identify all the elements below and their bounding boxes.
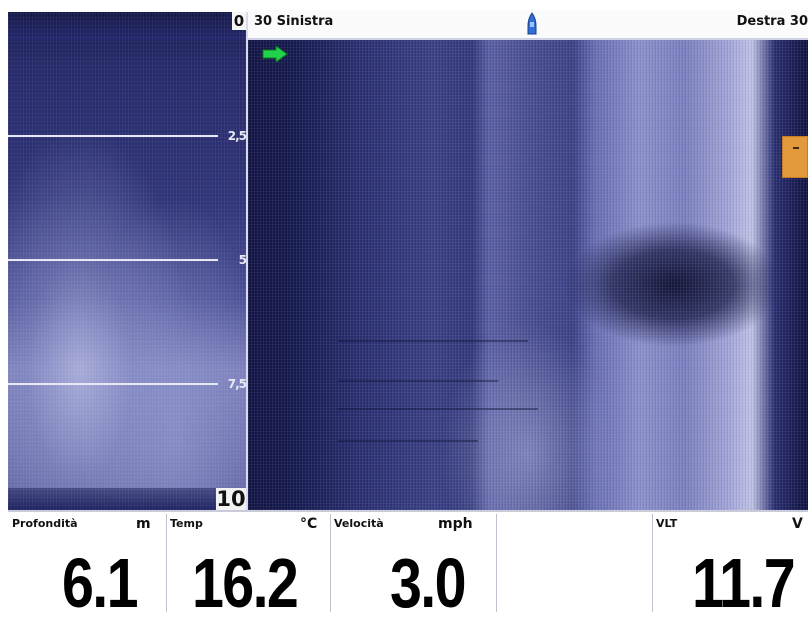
temperature-unit: °C (300, 516, 318, 532)
bottom-band (8, 488, 246, 510)
depth-line-2 (8, 259, 218, 261)
side-imaging-panel (248, 40, 808, 510)
sonar-streak (338, 440, 478, 442)
speed-readout[interactable]: Velocità mph 3.0 (330, 514, 497, 618)
down-imaging-panel: 0 2,5 5 7,5 10 (8, 12, 246, 510)
depth-line-1 (8, 135, 218, 137)
digital-readouts-bar: Profondità m 6.1 Temp °C 16.2 Velocità m… (8, 510, 808, 618)
right-range-label: Destra 30 (736, 14, 808, 29)
depth-tick-2: 5 (238, 253, 246, 267)
side-imaging-header: 30 Sinistra Destra 30 (248, 10, 808, 40)
temperature-readout[interactable]: Temp °C 16.2 (166, 514, 331, 618)
depth-scale-bottom: 10 (216, 487, 246, 510)
empty-readout (496, 514, 653, 612)
depth-scale-top: 0 (232, 12, 246, 30)
sonar-streak (338, 408, 538, 410)
voltage-value: 11.7 (692, 544, 796, 622)
depth-tick-3: 7,5 (227, 377, 246, 391)
speed-title: Velocità (334, 517, 384, 530)
voltage-readout[interactable]: VLT V 11.7 (652, 514, 808, 618)
sonar-streak (338, 340, 528, 342)
sonar-streak (338, 380, 498, 382)
speed-unit: mph (438, 516, 473, 532)
panel-divider (246, 12, 248, 510)
left-range-label: 30 Sinistra (254, 14, 334, 29)
depth-readout[interactable]: Profondità m 6.1 (8, 514, 167, 618)
depth-tick-1: 2,5 (227, 129, 246, 143)
waypoint-marker-icon[interactable] (782, 136, 808, 178)
voltage-title: VLT (656, 517, 678, 530)
speed-value: 3.0 (390, 544, 467, 622)
depth-line-3 (8, 383, 218, 385)
depth-value: 6.1 (62, 544, 139, 622)
temperature-title: Temp (170, 517, 203, 530)
depth-title: Profondità (12, 517, 78, 530)
voltage-unit: V (792, 516, 803, 532)
depth-unit: m (136, 516, 151, 532)
boat-icon (527, 12, 537, 35)
cursor-arrow-icon (262, 46, 288, 62)
surface-band (8, 12, 246, 40)
temperature-value: 16.2 (192, 544, 299, 622)
